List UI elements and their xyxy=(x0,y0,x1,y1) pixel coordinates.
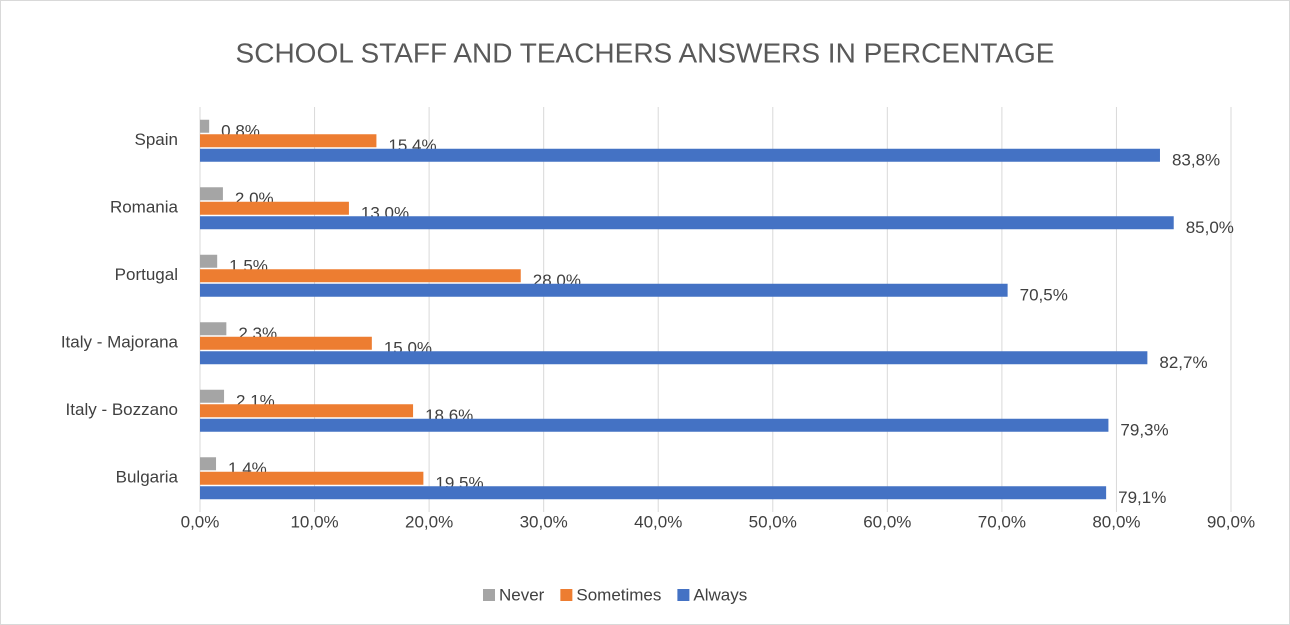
y-tick-label: Italy - Majorana xyxy=(61,333,179,352)
bar xyxy=(200,269,521,283)
x-tick-label: 60,0% xyxy=(863,512,911,531)
legend-label: Always xyxy=(693,585,747,604)
bar xyxy=(200,216,1174,230)
chart-title: SCHOOL STAFF AND TEACHERS ANSWERS IN PER… xyxy=(236,37,1055,68)
data-label: 83,8% xyxy=(1172,151,1220,170)
bar xyxy=(200,389,225,403)
data-label: 85,0% xyxy=(1186,218,1234,237)
y-tick-label: Portugal xyxy=(115,265,178,284)
legend-swatch xyxy=(677,589,690,601)
bar xyxy=(200,283,1008,297)
bar xyxy=(200,254,218,268)
bar xyxy=(200,404,414,418)
bar xyxy=(200,201,349,215)
bar xyxy=(200,336,372,350)
x-tick-label: 30,0% xyxy=(520,512,568,531)
x-tick-label: 70,0% xyxy=(978,512,1026,531)
data-label: 79,3% xyxy=(1120,421,1168,440)
legend-label: Never xyxy=(499,585,545,604)
legend-label: Sometimes xyxy=(576,585,661,604)
y-tick-label: Romania xyxy=(110,198,179,217)
x-tick-label: 10,0% xyxy=(290,512,338,531)
data-label: 79,1% xyxy=(1118,488,1166,507)
x-tick-label: 90,0% xyxy=(1207,512,1255,531)
y-tick-label: Italy - Bozzano xyxy=(66,400,178,419)
bar xyxy=(200,486,1107,500)
bar xyxy=(200,322,227,336)
bar xyxy=(200,187,223,201)
bar xyxy=(200,457,217,471)
bar xyxy=(200,471,424,485)
x-tick-label: 0,0% xyxy=(181,512,220,531)
x-tick-label: 20,0% xyxy=(405,512,453,531)
bar xyxy=(200,119,210,133)
data-label: 82,7% xyxy=(1159,353,1207,372)
x-tick-label: 80,0% xyxy=(1092,512,1140,531)
bar xyxy=(200,351,1148,365)
data-label: 70,5% xyxy=(1020,286,1068,305)
legend-swatch xyxy=(483,589,495,601)
x-tick-label: 50,0% xyxy=(749,512,797,531)
y-tick-label: Bulgaria xyxy=(116,468,179,487)
bar xyxy=(200,148,1160,162)
bar xyxy=(200,418,1109,432)
x-tick-label: 40,0% xyxy=(634,512,682,531)
y-tick-label: Spain xyxy=(135,130,178,149)
legend-swatch xyxy=(560,589,573,601)
bar xyxy=(200,134,377,148)
